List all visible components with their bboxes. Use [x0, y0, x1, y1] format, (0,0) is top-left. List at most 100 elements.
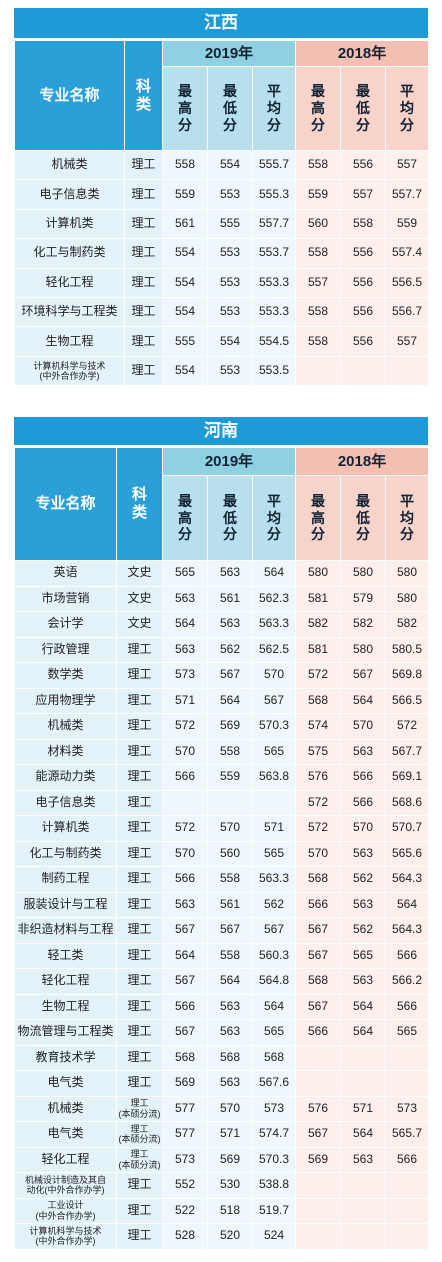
score: 557 — [340, 179, 387, 210]
score: 566 — [295, 891, 342, 918]
score-table: 专业名称 科类 2019年 2018年 最高分 最低分 平均分 最高分 最低分 平均分 机械类 理工 5… — [14, 40, 430, 387]
major-name: 电子信息类 — [14, 179, 125, 210]
score: 558 — [162, 149, 208, 181]
category: 理工 — [116, 815, 163, 842]
major-name: 数学类 — [14, 662, 117, 689]
category: 理工 — [116, 1172, 163, 1199]
category: 理工 — [116, 891, 163, 918]
score: 577 — [162, 1121, 208, 1148]
major-name: 英语 — [14, 560, 117, 587]
header-stat-text: 最低分 — [356, 83, 371, 133]
score — [207, 789, 253, 816]
score — [385, 355, 430, 387]
data-row: 电子信息类 理工 572 566 568.6 — [14, 789, 430, 816]
score: 573 — [251, 1095, 297, 1122]
score: 567 — [295, 1121, 342, 1148]
score: 558 — [207, 738, 253, 765]
category: 理工 — [116, 968, 163, 995]
score: 556 — [340, 326, 387, 357]
major-name: 行政管理 — [14, 636, 117, 663]
major-name: 轻化工程 — [14, 267, 125, 298]
data-row: 生物工程 理工 566 563 564 567 564 566 — [14, 993, 430, 1020]
header-stat: 最低分 — [207, 475, 253, 561]
header-stat-text: 最低分 — [356, 492, 371, 543]
score: 558 — [295, 149, 342, 181]
score: 563 — [162, 891, 208, 918]
score: 570 — [340, 713, 387, 740]
score: 557.7 — [251, 208, 297, 240]
header-row: 最高分 最低分 平均分 最高分 最低分 平均分 — [15, 66, 430, 151]
score: 553.3 — [251, 296, 297, 328]
data-row: 制药工程 理工 566 558 563.3 568 562 564.3 — [14, 866, 430, 893]
score: 566 — [162, 764, 208, 791]
score: 552 — [162, 1172, 208, 1199]
score: 564.3 — [385, 866, 430, 893]
data-row: 轻化工程 理工 567 564 564.8 568 563 566.2 — [14, 968, 430, 995]
header-stat: 最低分 — [340, 475, 387, 561]
data-row: 市场营销 文史 563 561 562.3 581 579 580 — [14, 585, 430, 612]
score: 568.6 — [385, 789, 430, 816]
score: 538.8 — [251, 1172, 297, 1199]
score: 574 — [295, 713, 342, 740]
header-year: 2018年 — [295, 40, 430, 67]
score: 556 — [340, 296, 387, 328]
score — [385, 1223, 430, 1250]
score: 559 — [385, 208, 430, 240]
score: 576 — [295, 1095, 342, 1122]
major-name: 能源动力类 — [14, 764, 117, 791]
score — [340, 1197, 387, 1224]
score: 582 — [385, 611, 430, 638]
data-row: 轻化工程 理工 554 553 553.3 557 556 556.5 — [14, 267, 430, 298]
score: 554 — [162, 238, 208, 269]
section-title: 河南 — [14, 417, 428, 447]
data-row: 环境科学与工程类 理工 554 553 553.3 558 556 556.7 — [14, 296, 430, 328]
data-row: 服装设计与工程 理工 563 561 562 566 563 564 — [14, 891, 430, 918]
category: 理工 — [124, 326, 163, 357]
score: 572 — [295, 789, 342, 816]
score: 520 — [207, 1223, 253, 1250]
major-name: 计算机类 — [14, 815, 117, 842]
major-name: 机械类 — [14, 149, 125, 181]
category: 理工 — [124, 296, 163, 328]
score: 560.3 — [251, 942, 297, 969]
major-name: 化工与制药类 — [14, 238, 125, 269]
score: 567 — [295, 917, 342, 944]
section-title: 江西 — [14, 8, 428, 40]
score: 562 — [207, 636, 253, 663]
score: 555.3 — [251, 179, 297, 210]
score: 530 — [207, 1172, 253, 1199]
score: 565.7 — [385, 1121, 430, 1148]
major-name: 非织造材料与工程 — [14, 917, 117, 944]
score: 565.6 — [385, 840, 430, 867]
section: 江西 专业名称 科类 2019年 2018年 最高分 最低分 平均分 最高分 最低分 平均分 机械类理… — [14, 8, 430, 387]
score: 568 — [295, 968, 342, 995]
score: 557.4 — [385, 238, 430, 269]
data-row: 应用物理学 理工 571 564 567 568 564 566.5 — [14, 687, 430, 714]
score — [295, 1197, 342, 1224]
header-year: 2019年 — [161, 40, 297, 67]
score: 555.7 — [251, 149, 297, 181]
score: 567 — [207, 917, 253, 944]
score: 574.7 — [251, 1121, 297, 1148]
header-stat-text: 最高分 — [178, 83, 192, 133]
score: 553.3 — [251, 267, 297, 298]
score: 567 — [295, 942, 342, 969]
score: 564 — [162, 942, 208, 969]
score: 566 — [162, 866, 208, 893]
score: 563 — [340, 968, 387, 995]
data-row: 行政管理 理工 563 562 562.5 581 580 580.5 — [14, 636, 430, 663]
score: 564 — [207, 687, 253, 714]
score: 562 — [340, 917, 387, 944]
category: 理工 — [116, 764, 163, 791]
score: 519.7 — [251, 1197, 297, 1224]
score: 568 — [207, 1044, 253, 1071]
major-name: 计算机类 — [14, 208, 125, 240]
score: 558 — [340, 208, 387, 240]
score — [385, 1172, 430, 1199]
score: 570.3 — [251, 713, 297, 740]
header-category-text: 科类 — [136, 77, 152, 113]
score: 569 — [207, 1146, 253, 1173]
score: 580 — [295, 560, 342, 587]
category: 理工 — [116, 687, 163, 714]
major-name: 机械类 — [14, 1095, 117, 1122]
